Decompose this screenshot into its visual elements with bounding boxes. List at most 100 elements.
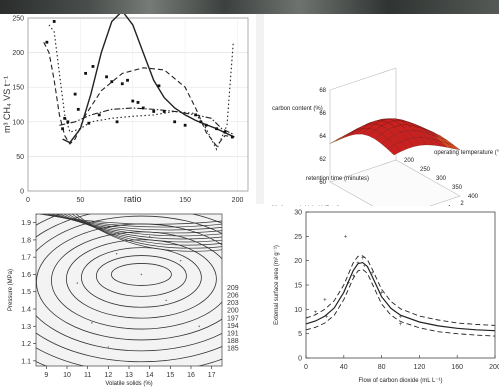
data-point [204, 123, 208, 127]
photo-strip [0, 0, 499, 14]
design-point [115, 252, 118, 255]
y-tick-label: 100 [12, 119, 24, 126]
y-tick-label: 250 [420, 167, 431, 173]
y-tick-label: 250 [12, 16, 24, 23]
chart-methane-yield: 0 50 100 150 200 250 0 50 ratio 150 200 m³ CH₄ VS t… [0, 14, 256, 204]
data-point [136, 101, 140, 104]
contour-level-label: 203 [227, 300, 239, 307]
data-point: + [370, 271, 374, 277]
x-tick-label: 0 [304, 364, 308, 371]
y-tick-label: 400 [468, 194, 479, 200]
contour-level-label: 185 [227, 346, 239, 353]
series-line-solid [305, 261, 496, 332]
x-tick-label: 150 [179, 197, 191, 204]
y-tick-label: 0 [20, 189, 24, 196]
data-point [110, 80, 114, 84]
x-tick-label: 11 [84, 372, 91, 379]
y-tick-label: 1.3 [21, 324, 31, 331]
contour-line [80, 247, 202, 308]
data-point: + [361, 256, 365, 262]
data-point [157, 84, 161, 88]
y-tick-label: 50 [16, 154, 24, 161]
design-point [198, 325, 201, 328]
x-tick-label: 40 [340, 364, 348, 371]
contour-level-label: 200 [227, 308, 239, 315]
x-tick-label: 10 [63, 372, 71, 379]
contour-level-label: 209 [227, 285, 239, 292]
x-tick-label: 200 [232, 197, 244, 204]
contour-line-upper [59, 214, 222, 240]
y-tick-label: 25 [294, 234, 302, 241]
y-tick-label: 150 [12, 85, 24, 92]
design-point [140, 273, 143, 276]
y-tick-label: 1.7 [21, 255, 31, 262]
y-tick-label: 1.5 [21, 289, 31, 296]
design-point [53, 342, 56, 345]
series-line-dash [305, 268, 496, 337]
data-point: + [399, 322, 403, 328]
x-axis-label: Volatile solids (%) [105, 381, 152, 387]
z-tick-label: 66 [319, 111, 326, 117]
contour-level-label: 191 [227, 330, 239, 337]
data-point [152, 110, 156, 113]
y-tick-label: 0 [298, 356, 302, 363]
y-tick-label: 200 [404, 158, 415, 164]
z-tick-label: 68 [319, 88, 326, 94]
z-tick-label: 60 [319, 180, 326, 186]
y-tick-label: 5 [298, 331, 302, 338]
contour-line-upper [71, 214, 222, 249]
contour-line-upper [67, 214, 222, 246]
design-point [91, 322, 93, 324]
contour-line [36, 215, 222, 352]
x-tick-label: 120 [414, 364, 426, 371]
series-line-dashdot [59, 107, 234, 135]
contour-level-label: 194 [227, 323, 239, 330]
data-point [215, 127, 218, 131]
data-point [84, 71, 88, 75]
surface-patch [387, 144, 401, 156]
contour-level-label: 206 [227, 292, 239, 299]
x-tick-label: 14 [146, 372, 154, 379]
design-point [148, 235, 151, 238]
y-tick-label: 10 [294, 307, 302, 314]
series-line-solid [62, 14, 235, 144]
contour-line [95, 255, 187, 297]
y-tick-label: 1.1 [21, 358, 31, 365]
y-tick-label: 1.8 [21, 237, 31, 244]
contour-level-label: 188 [227, 338, 239, 345]
contour-line [36, 214, 222, 363]
data-point [199, 120, 203, 124]
series-line-dash [305, 255, 496, 326]
x-tick-label: 12 [104, 372, 112, 379]
data-point: + [363, 264, 367, 270]
x-tick-label: 9 [44, 372, 48, 379]
contour-line-upper [63, 214, 222, 243]
y-tick-label: 1.9 [21, 220, 31, 227]
x-tick-label: 50 [76, 197, 84, 204]
data-point [183, 123, 187, 127]
y-tick-label: 350 [452, 185, 463, 191]
x-tick-label: 13 [125, 372, 133, 379]
data-point: + [344, 234, 348, 240]
data-point [173, 120, 177, 124]
data-point [230, 135, 234, 139]
y-axis-label: External surface area (m² g⁻¹) [274, 245, 280, 325]
data-point [141, 106, 145, 110]
data-point [52, 20, 56, 23]
z-tick-label: 64 [319, 134, 326, 140]
x-tick-label: 16 [187, 372, 195, 379]
z-tick-label: 62 [319, 157, 326, 163]
data-point [66, 120, 70, 124]
y-tick-label: 300 [436, 176, 447, 182]
data-point [194, 113, 198, 117]
data-point [97, 113, 101, 117]
x-axis-label: Flow of carbon dioxide (mL L⁻¹) [359, 378, 443, 384]
data-point [131, 99, 135, 103]
data-point: + [351, 273, 355, 279]
contour-level-label: 197 [227, 315, 239, 322]
z-axis-label: carbon content (%) [272, 106, 323, 112]
contour-line [110, 263, 172, 286]
data-point: + [325, 315, 329, 321]
